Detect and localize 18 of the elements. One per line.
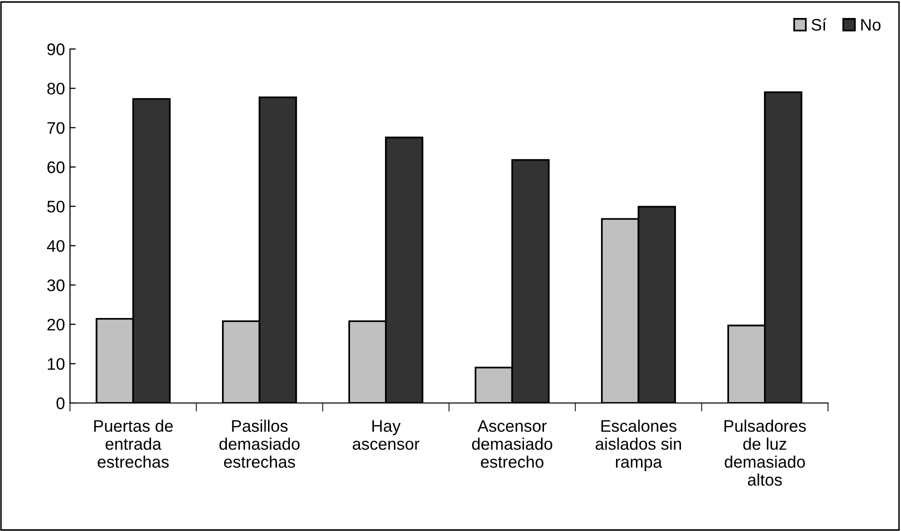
y-tick-label: 50: [47, 200, 64, 213]
y-tick-label: 40: [46, 240, 64, 252]
x-tick-label: Puertas de entrada estrechas: [94, 420, 173, 468]
y-tick-label: 60: [47, 161, 64, 174]
x-tick-label: Pasillos demasiado estrechas: [219, 420, 300, 468]
x-tick-label: Hay ascensor: [352, 420, 420, 450]
y-tick-label: 10: [48, 358, 64, 370]
y-tick-label: 70: [47, 122, 64, 134]
y-tick-label: 90: [47, 43, 64, 56]
x-tick-label: Escalones aislados sin rampa: [596, 420, 681, 472]
y-tick-label: 0: [56, 397, 64, 410]
x-tick-label: Ascensor demasiado estrecho: [472, 420, 552, 468]
x-tick-label: Pulsadores de luz demasiado altos: [724, 420, 806, 486]
y-tick-label: 80: [47, 82, 64, 95]
legend-label: Sí: [812, 18, 827, 31]
y-tick-label: 20: [47, 318, 64, 331]
y-tick-label: 30: [47, 279, 64, 292]
legend-label: No: [861, 19, 881, 31]
